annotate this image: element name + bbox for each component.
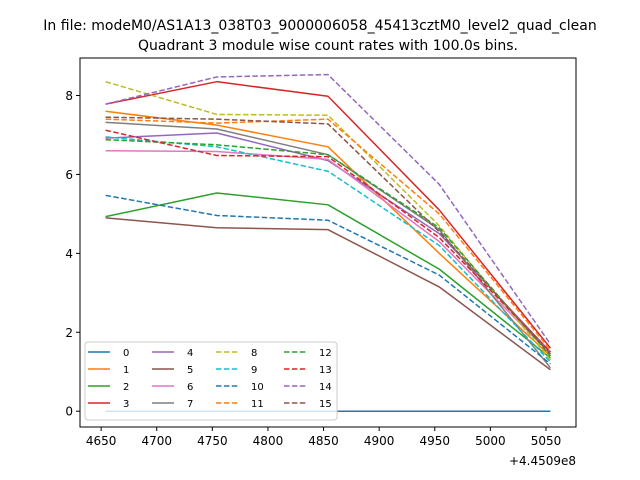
- series-line-6: [105, 149, 551, 355]
- series-line-3: [105, 80, 552, 349]
- legend-label-8: 8: [251, 348, 257, 359]
- y-axis-ticks: 0 2 4 6 8: [65, 89, 80, 419]
- series-line-1: [105, 110, 551, 357]
- x-tick-label: 4650: [86, 434, 117, 448]
- axes-frame: [79, 57, 577, 428]
- legend-label-9: 9: [251, 365, 257, 376]
- series-line-5: [105, 217, 551, 371]
- legend-label-15: 15: [319, 399, 332, 410]
- series-line-14: [105, 73, 552, 345]
- x-tick-label: 4900: [364, 434, 395, 448]
- series-line-11: [105, 118, 552, 351]
- legend-label-14: 14: [319, 382, 332, 393]
- series-line-4: [105, 132, 551, 353]
- series-lines: [105, 73, 552, 412]
- legend-label-2: 2: [123, 382, 129, 393]
- x-tick-label: 5000: [475, 434, 506, 448]
- x-tick-label: 4750: [197, 434, 228, 448]
- y-tick-label: 8: [65, 89, 73, 103]
- series-line-12: [105, 138, 551, 357]
- y-tick-label: 0: [65, 405, 73, 419]
- legend-label-5: 5: [187, 365, 193, 376]
- legend-box: [84, 341, 338, 421]
- series-line-10: [105, 194, 551, 365]
- legend-label-6: 6: [187, 382, 193, 393]
- plot-area: [79, 57, 577, 428]
- y-tick-label: 6: [65, 168, 73, 182]
- legend-label-1: 1: [123, 365, 129, 376]
- legend-label-7: 7: [187, 399, 193, 410]
- series-line-15: [105, 116, 551, 355]
- x-axis-ticks: 4650 4700 4750 4800 4850 4900 4950 5000 5050: [86, 427, 561, 448]
- legend-label-13: 13: [319, 365, 332, 376]
- x-tick-label: 5050: [531, 434, 562, 448]
- x-offset-label: +4.4509e8: [509, 454, 576, 468]
- x-tick-label: 4950: [419, 434, 450, 448]
- legend-label-11: 11: [251, 399, 264, 410]
- file-line: In file: modeM0/AS1A13_038T03_9000006058…: [43, 18, 596, 34]
- x-tick-label: 4800: [253, 434, 284, 448]
- legend-label-3: 3: [123, 399, 129, 410]
- x-tick-label: 4850: [308, 434, 339, 448]
- legend-label-12: 12: [319, 348, 332, 359]
- legend-label-0: 0: [123, 348, 129, 359]
- y-tick-label: 4: [65, 247, 73, 261]
- legend-label-4: 4: [187, 348, 193, 359]
- chart-title: Quadrant 3 module wise count rates with …: [138, 38, 518, 54]
- series-line-2: [105, 192, 551, 359]
- series-line-13: [105, 129, 551, 353]
- y-tick-label: 2: [65, 326, 73, 340]
- x-tick-label: 4700: [141, 434, 172, 448]
- legend-label-10: 10: [251, 382, 264, 393]
